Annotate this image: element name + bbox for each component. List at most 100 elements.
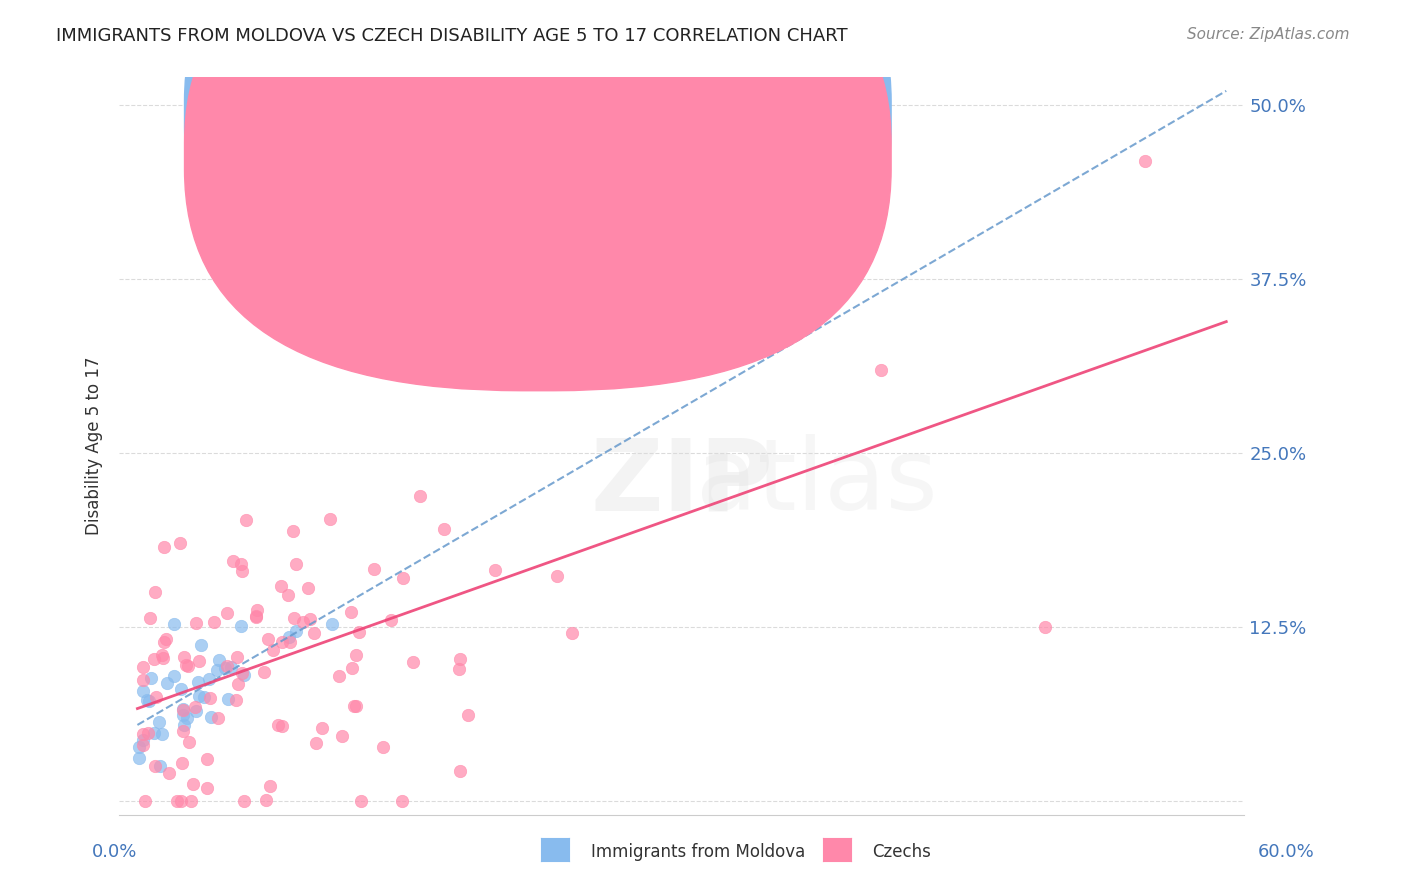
Point bbox=[207, 711, 229, 725]
Point bbox=[215, 659, 238, 673]
Point bbox=[187, 654, 209, 668]
Point bbox=[200, 710, 222, 724]
Point bbox=[134, 794, 156, 808]
Point bbox=[190, 638, 212, 652]
Point bbox=[231, 618, 253, 632]
Point bbox=[136, 693, 159, 707]
Point bbox=[184, 700, 207, 714]
Point bbox=[187, 689, 209, 703]
Point bbox=[349, 625, 371, 640]
Point bbox=[270, 579, 292, 593]
Point bbox=[172, 724, 194, 739]
Point bbox=[181, 777, 204, 791]
Point bbox=[235, 513, 257, 527]
Point bbox=[136, 725, 159, 739]
Point bbox=[870, 362, 893, 376]
Point bbox=[142, 725, 165, 739]
Point bbox=[177, 735, 200, 749]
Point bbox=[409, 489, 432, 503]
Point bbox=[173, 718, 195, 732]
Point bbox=[132, 738, 155, 752]
Point bbox=[176, 711, 198, 725]
Point bbox=[172, 702, 194, 716]
Point bbox=[328, 668, 350, 682]
Point bbox=[299, 612, 322, 626]
Point bbox=[344, 699, 367, 714]
Point bbox=[150, 727, 173, 741]
Point bbox=[330, 729, 353, 743]
Point bbox=[170, 682, 193, 697]
Point bbox=[184, 616, 207, 631]
Point bbox=[363, 272, 385, 286]
Point bbox=[1033, 620, 1056, 634]
Point bbox=[561, 626, 583, 640]
Point bbox=[340, 606, 363, 620]
Point bbox=[254, 792, 277, 806]
Text: 60.0%: 60.0% bbox=[1258, 843, 1315, 861]
Point bbox=[170, 756, 193, 771]
Text: R = 0.255   N = 101: R = 0.255 N = 101 bbox=[569, 145, 751, 164]
Point bbox=[363, 562, 385, 576]
Point bbox=[197, 672, 219, 686]
Point bbox=[232, 794, 254, 808]
Point bbox=[169, 536, 191, 550]
Text: R = 0.099   N = 36: R = 0.099 N = 36 bbox=[569, 105, 740, 123]
Point bbox=[142, 652, 165, 666]
Point bbox=[214, 661, 236, 675]
Point bbox=[707, 265, 730, 279]
Point bbox=[283, 611, 305, 625]
Point bbox=[245, 609, 267, 624]
Point bbox=[402, 655, 425, 669]
Point bbox=[195, 752, 218, 766]
Point bbox=[231, 665, 253, 680]
Point bbox=[166, 794, 188, 808]
Text: Czechs: Czechs bbox=[872, 843, 931, 861]
Point bbox=[156, 676, 179, 690]
Point bbox=[278, 635, 301, 649]
Point bbox=[350, 794, 373, 808]
Point bbox=[202, 615, 225, 630]
Point bbox=[432, 522, 454, 536]
Point bbox=[145, 585, 167, 599]
Point bbox=[256, 632, 278, 647]
Point bbox=[152, 540, 174, 554]
Point bbox=[157, 766, 180, 780]
Point bbox=[297, 581, 319, 595]
Text: 0.0%: 0.0% bbox=[91, 843, 136, 861]
Point bbox=[285, 557, 308, 571]
Point bbox=[278, 630, 301, 644]
Point bbox=[195, 781, 218, 796]
Point bbox=[148, 715, 170, 730]
Text: atlas: atlas bbox=[696, 434, 938, 532]
Point bbox=[484, 563, 506, 577]
Point bbox=[172, 707, 194, 722]
Point bbox=[319, 511, 342, 525]
Point bbox=[449, 652, 471, 666]
Point bbox=[176, 659, 198, 673]
Text: IMMIGRANTS FROM MOLDOVA VS CZECH DISABILITY AGE 5 TO 17 CORRELATION CHART: IMMIGRANTS FROM MOLDOVA VS CZECH DISABIL… bbox=[56, 27, 848, 45]
Point bbox=[208, 652, 231, 666]
Point bbox=[187, 674, 209, 689]
Point bbox=[226, 650, 249, 665]
Point bbox=[546, 569, 568, 583]
Point bbox=[217, 607, 239, 621]
Point bbox=[132, 726, 155, 740]
Point bbox=[231, 557, 253, 571]
Text: ZIP: ZIP bbox=[591, 434, 773, 532]
Point bbox=[259, 780, 281, 794]
Point bbox=[193, 690, 215, 704]
Point bbox=[217, 691, 239, 706]
Point bbox=[163, 617, 186, 632]
Point bbox=[449, 764, 471, 778]
Text: Immigrants from Moldova: Immigrants from Moldova bbox=[591, 843, 804, 861]
Point bbox=[205, 663, 228, 677]
Point bbox=[149, 759, 172, 773]
Point bbox=[283, 524, 305, 539]
Point bbox=[371, 739, 394, 754]
Point bbox=[302, 625, 325, 640]
Point bbox=[141, 672, 163, 686]
Point bbox=[285, 624, 308, 638]
Point bbox=[267, 718, 290, 732]
Point bbox=[271, 635, 294, 649]
Point bbox=[245, 609, 267, 624]
